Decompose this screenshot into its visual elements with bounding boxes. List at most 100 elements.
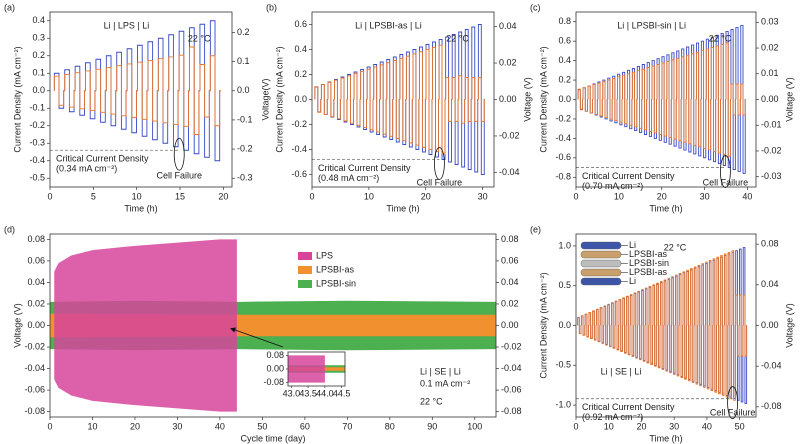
voltage-pulse [399,57,407,142]
y2-tick-label: 0.02 [499,57,517,67]
y2-tick-label: 0.02 [501,298,519,308]
y2-tick-label: -0.06 [501,384,522,394]
voltage-pulse [695,51,702,148]
x-tick-label: 10 [87,421,97,431]
x-tick-label: 30 [478,191,488,201]
voltage-pulse [373,66,381,133]
current-pulse [116,51,128,130]
x-axis-label: Time (h) [649,203,682,213]
x-tick-label: 10 [132,191,142,201]
y2-tick-label: 0.04 [499,21,517,31]
legend-label: LPSBI-as [316,264,355,274]
y2-tick-label: -0.02 [761,145,782,155]
plot-frame [49,233,497,418]
voltage-pulse [705,261,710,390]
current-pulse [95,58,107,123]
x-tick-label: 40 [702,421,712,431]
temperature: 22 °C [420,396,443,406]
voltage-pulse [614,300,620,351]
voltage-pulse [682,271,687,380]
y2-tick-label: -0.04 [501,363,522,373]
y2-tick-label: -0.04 [499,167,520,177]
x-tick-label: 5 [91,191,96,201]
voltage-band [288,355,325,383]
inset-x-tick-label: 44.5 [333,388,351,398]
critical-value: (0.34 mA cm⁻²) [56,164,117,174]
temperature: 22 °C [664,242,687,252]
y-tick-label: 0.0 [32,85,45,95]
x-tick-label: 0 [573,421,578,431]
x-tick-label: 70 [342,421,352,431]
x-tick-label: 10 [614,191,624,201]
y-axis-label: Current Density (mA cm⁻²) [538,272,548,378]
voltage-pulse [678,272,684,379]
y-tick-label: -0.1 [29,103,45,113]
voltage-pulse [599,307,605,344]
y2-tick-label: 0.00 [501,320,519,330]
x-tick-label: 30 [700,191,710,201]
current-pulse [199,23,211,158]
y-tick-label: 0.1 [32,68,45,78]
y2-tick-label: -0.2 [237,143,253,153]
voltage-pulse [464,77,472,122]
voltage-pulse [603,305,608,346]
temperature: 22 °C [446,33,469,43]
voltage-pulse [648,286,653,365]
voltage-pulse [577,316,582,335]
voltage-pulse [723,253,729,398]
voltage-pulse [353,73,361,126]
voltage-pulse [612,77,618,122]
voltage-pulse [314,86,322,113]
plot-frame [311,11,495,188]
schematic-label: LPSBI-sin [629,258,669,268]
y2-tick-label: 0.04 [501,277,519,287]
voltage-pulse [168,56,180,126]
x-axis-label: Time (h) [386,203,419,213]
current-pulse [137,44,148,137]
voltage-pulse [137,61,148,120]
x-axis-label: Time (h) [649,433,682,443]
voltage-pulse [199,64,211,118]
current-pulse [147,41,159,141]
y2-tick-label: 0.1 [237,56,250,66]
y-tick-label: -0.5 [29,173,45,183]
schematic-label: LPSBI-as [629,267,668,277]
schematic-label: Li [629,276,636,286]
y-tick-label: 0.4 [558,55,571,65]
voltage-pulse [577,88,584,111]
voltage-pulse [347,75,355,124]
voltage-pulse [386,62,394,137]
y-tick-label: 0.00 [27,320,45,330]
cell-label: Li | SE | Li [420,366,461,376]
voltage-pulse [597,82,603,117]
voltage-pulse [105,66,117,115]
y-axis-label: Current Density (mA cm⁻²) [274,46,284,152]
x-tick-label: 40 [215,421,225,431]
inset-x-tick-label: 44.0 [316,388,334,398]
y-tick-label: 0.3 [32,33,45,43]
panel-label: (a) [4,2,15,12]
x-tick-label: 10 [364,191,374,201]
temperature: 22 °C [188,33,211,43]
voltage-pulse [582,87,588,112]
voltage-pulse [731,250,736,401]
failure-marker [727,386,738,420]
y-tick-label: -0.04 [24,363,45,373]
y2-tick-label: -0.01 [761,120,782,130]
voltage-pulse [425,49,433,150]
current-pulse [157,37,169,144]
y-tick-label: -0.4 [555,133,571,143]
x-tick-label: 90 [427,421,437,431]
y-tick-label: -0.6 [291,169,307,179]
voltage-pulse [710,47,717,152]
voltage-pulse [432,46,440,153]
voltage-pulse [663,279,669,372]
voltage-pulse [412,53,420,146]
x-tick-label: 80 [385,421,395,431]
critical-label: Critical Current Density [318,163,411,173]
y2-tick-label: -0.03 [761,171,782,181]
y2-tick-label: 0.02 [761,42,779,52]
y2-tick-label: 0.03 [761,17,779,27]
x-tick-label: 0 [47,191,52,201]
failure-label: Cell Failure [417,177,463,187]
